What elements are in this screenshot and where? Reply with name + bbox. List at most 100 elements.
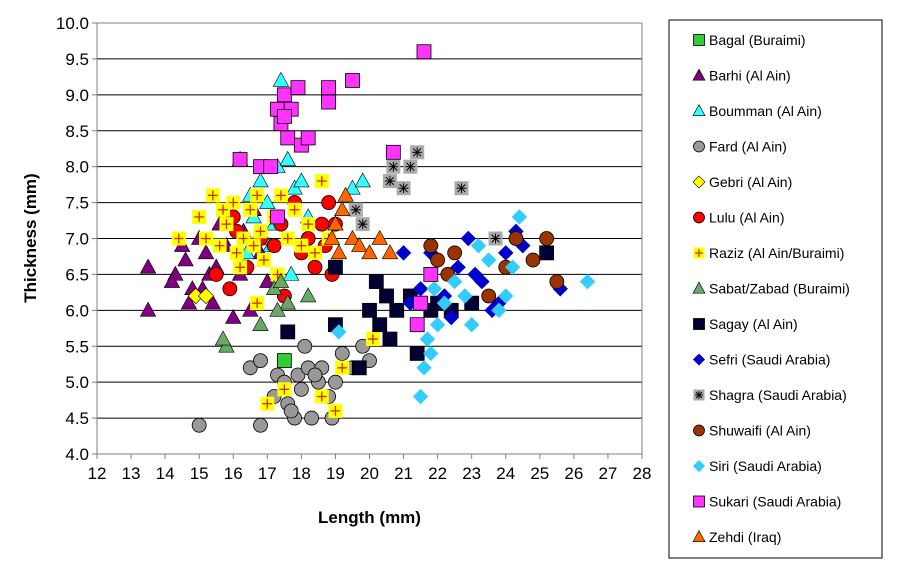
series-12 — [331, 209, 596, 405]
data-point — [219, 217, 234, 232]
data-point — [335, 360, 350, 375]
data-point — [252, 316, 269, 331]
data-point — [276, 353, 292, 369]
data-point — [225, 308, 242, 324]
data-point — [314, 174, 329, 189]
legend-marker — [692, 281, 706, 294]
data-point — [396, 181, 411, 196]
data-point — [290, 80, 306, 96]
legend-marker — [692, 459, 706, 473]
y-tick-label: 10.0 — [56, 14, 89, 33]
legend-item: Lulu (Al Ain) — [693, 210, 784, 226]
legend-label: Bagal (Buraimi) — [709, 32, 805, 48]
data-point — [379, 288, 394, 304]
data-point — [321, 195, 337, 210]
y-tick-label: 7.0 — [65, 230, 89, 249]
x-tick-label: 15 — [190, 464, 209, 483]
data-point — [256, 253, 271, 268]
data-point — [191, 417, 207, 433]
data-point — [253, 224, 268, 239]
data-point — [300, 130, 316, 146]
data-point — [299, 287, 317, 303]
legend-label: Barhi (Al Ain) — [709, 68, 791, 84]
legend-marker — [693, 34, 705, 46]
data-point — [204, 294, 222, 310]
legend-item: Shagra (Saudi Arabia) — [693, 387, 847, 403]
data-point — [348, 202, 363, 217]
legend-label: Siri (Saudi Arabia) — [709, 458, 822, 474]
data-point — [214, 330, 232, 346]
legend-marker — [693, 211, 705, 224]
data-point — [498, 245, 514, 261]
series-10 — [348, 145, 503, 246]
data-point — [354, 172, 371, 188]
data-point — [272, 71, 290, 87]
x-tick-label: 17 — [258, 464, 277, 483]
data-point — [345, 73, 360, 88]
legend-label: Sefri (Saudi Arabia) — [709, 352, 830, 368]
legend-item: Sefri (Saudi Arabia) — [692, 352, 830, 368]
data-point — [385, 144, 401, 160]
y-axis-ticks: 4.0 4.5 5.0 5.5 6.0 6.5 7.0 7.5 8.0 8.5 9.0 9.5 10.0 — [56, 14, 97, 464]
data-point — [410, 145, 425, 160]
data-point — [525, 252, 541, 268]
data-point — [412, 388, 429, 405]
legend-item: Boumman (Al Ain) — [692, 103, 822, 119]
legend-marker — [692, 104, 706, 116]
data-point — [197, 287, 215, 305]
data-point — [412, 281, 429, 297]
data-point — [270, 209, 285, 225]
series-0 — [276, 353, 292, 369]
legend-frame — [668, 19, 883, 559]
data-point — [334, 346, 350, 361]
data-point — [280, 231, 295, 246]
legend-label: Sagay (Al Ain) — [709, 316, 798, 332]
data-point — [308, 245, 322, 260]
data-point — [294, 238, 309, 253]
legend-marker — [693, 247, 705, 259]
data-point — [454, 181, 469, 196]
legend-marker — [692, 68, 706, 81]
data-point — [382, 331, 398, 347]
legend-marker — [693, 495, 705, 508]
data-point — [328, 403, 343, 418]
data-point — [216, 202, 231, 217]
data-point — [579, 273, 596, 290]
data-point — [287, 202, 302, 217]
y-axis-title: Thickness (mm) — [21, 173, 40, 302]
data-point — [382, 174, 397, 189]
x-axis-title: Length (mm) — [318, 508, 421, 527]
legend-label: Shuwaifi (Al Ain) — [709, 423, 811, 439]
data-point — [273, 188, 288, 203]
legend-item: Sabat/Zabad (Buraimi) — [692, 281, 850, 297]
y-tick-label: 5.0 — [65, 373, 89, 392]
data-point — [192, 209, 207, 224]
legend-label: Raziz (Al Ain/Buraimi) — [709, 245, 844, 261]
y-tick-label: 8.5 — [65, 122, 89, 141]
data-point — [423, 345, 439, 362]
y-tick-label: 9.0 — [65, 86, 89, 105]
series-11 — [423, 231, 565, 304]
data-point — [293, 381, 309, 397]
y-tick-label: 4.5 — [65, 409, 89, 428]
x-tick-label: 14 — [156, 464, 175, 483]
data-point — [328, 259, 343, 275]
data-point — [321, 94, 337, 110]
data-point — [314, 216, 330, 232]
legend-item: Gebri (Al Ain) — [692, 174, 792, 190]
data-point — [212, 238, 227, 253]
data-point — [280, 324, 296, 340]
legend-item: Raziz (Al Ain/Buraimi) — [693, 245, 844, 261]
y-tick-label: 6.0 — [65, 301, 89, 320]
data-point — [416, 44, 432, 60]
y-tick-label: 4.0 — [65, 445, 89, 464]
data-point — [276, 108, 292, 124]
data-point — [381, 244, 399, 260]
x-tick-label: 23 — [462, 464, 481, 483]
data-point — [205, 188, 220, 203]
data-point — [362, 302, 377, 318]
legend-label: Shagra (Saudi Arabia) — [709, 387, 847, 403]
y-tick-label: 9.5 — [65, 50, 89, 69]
data-point — [413, 295, 428, 311]
data-points — [139, 44, 596, 433]
